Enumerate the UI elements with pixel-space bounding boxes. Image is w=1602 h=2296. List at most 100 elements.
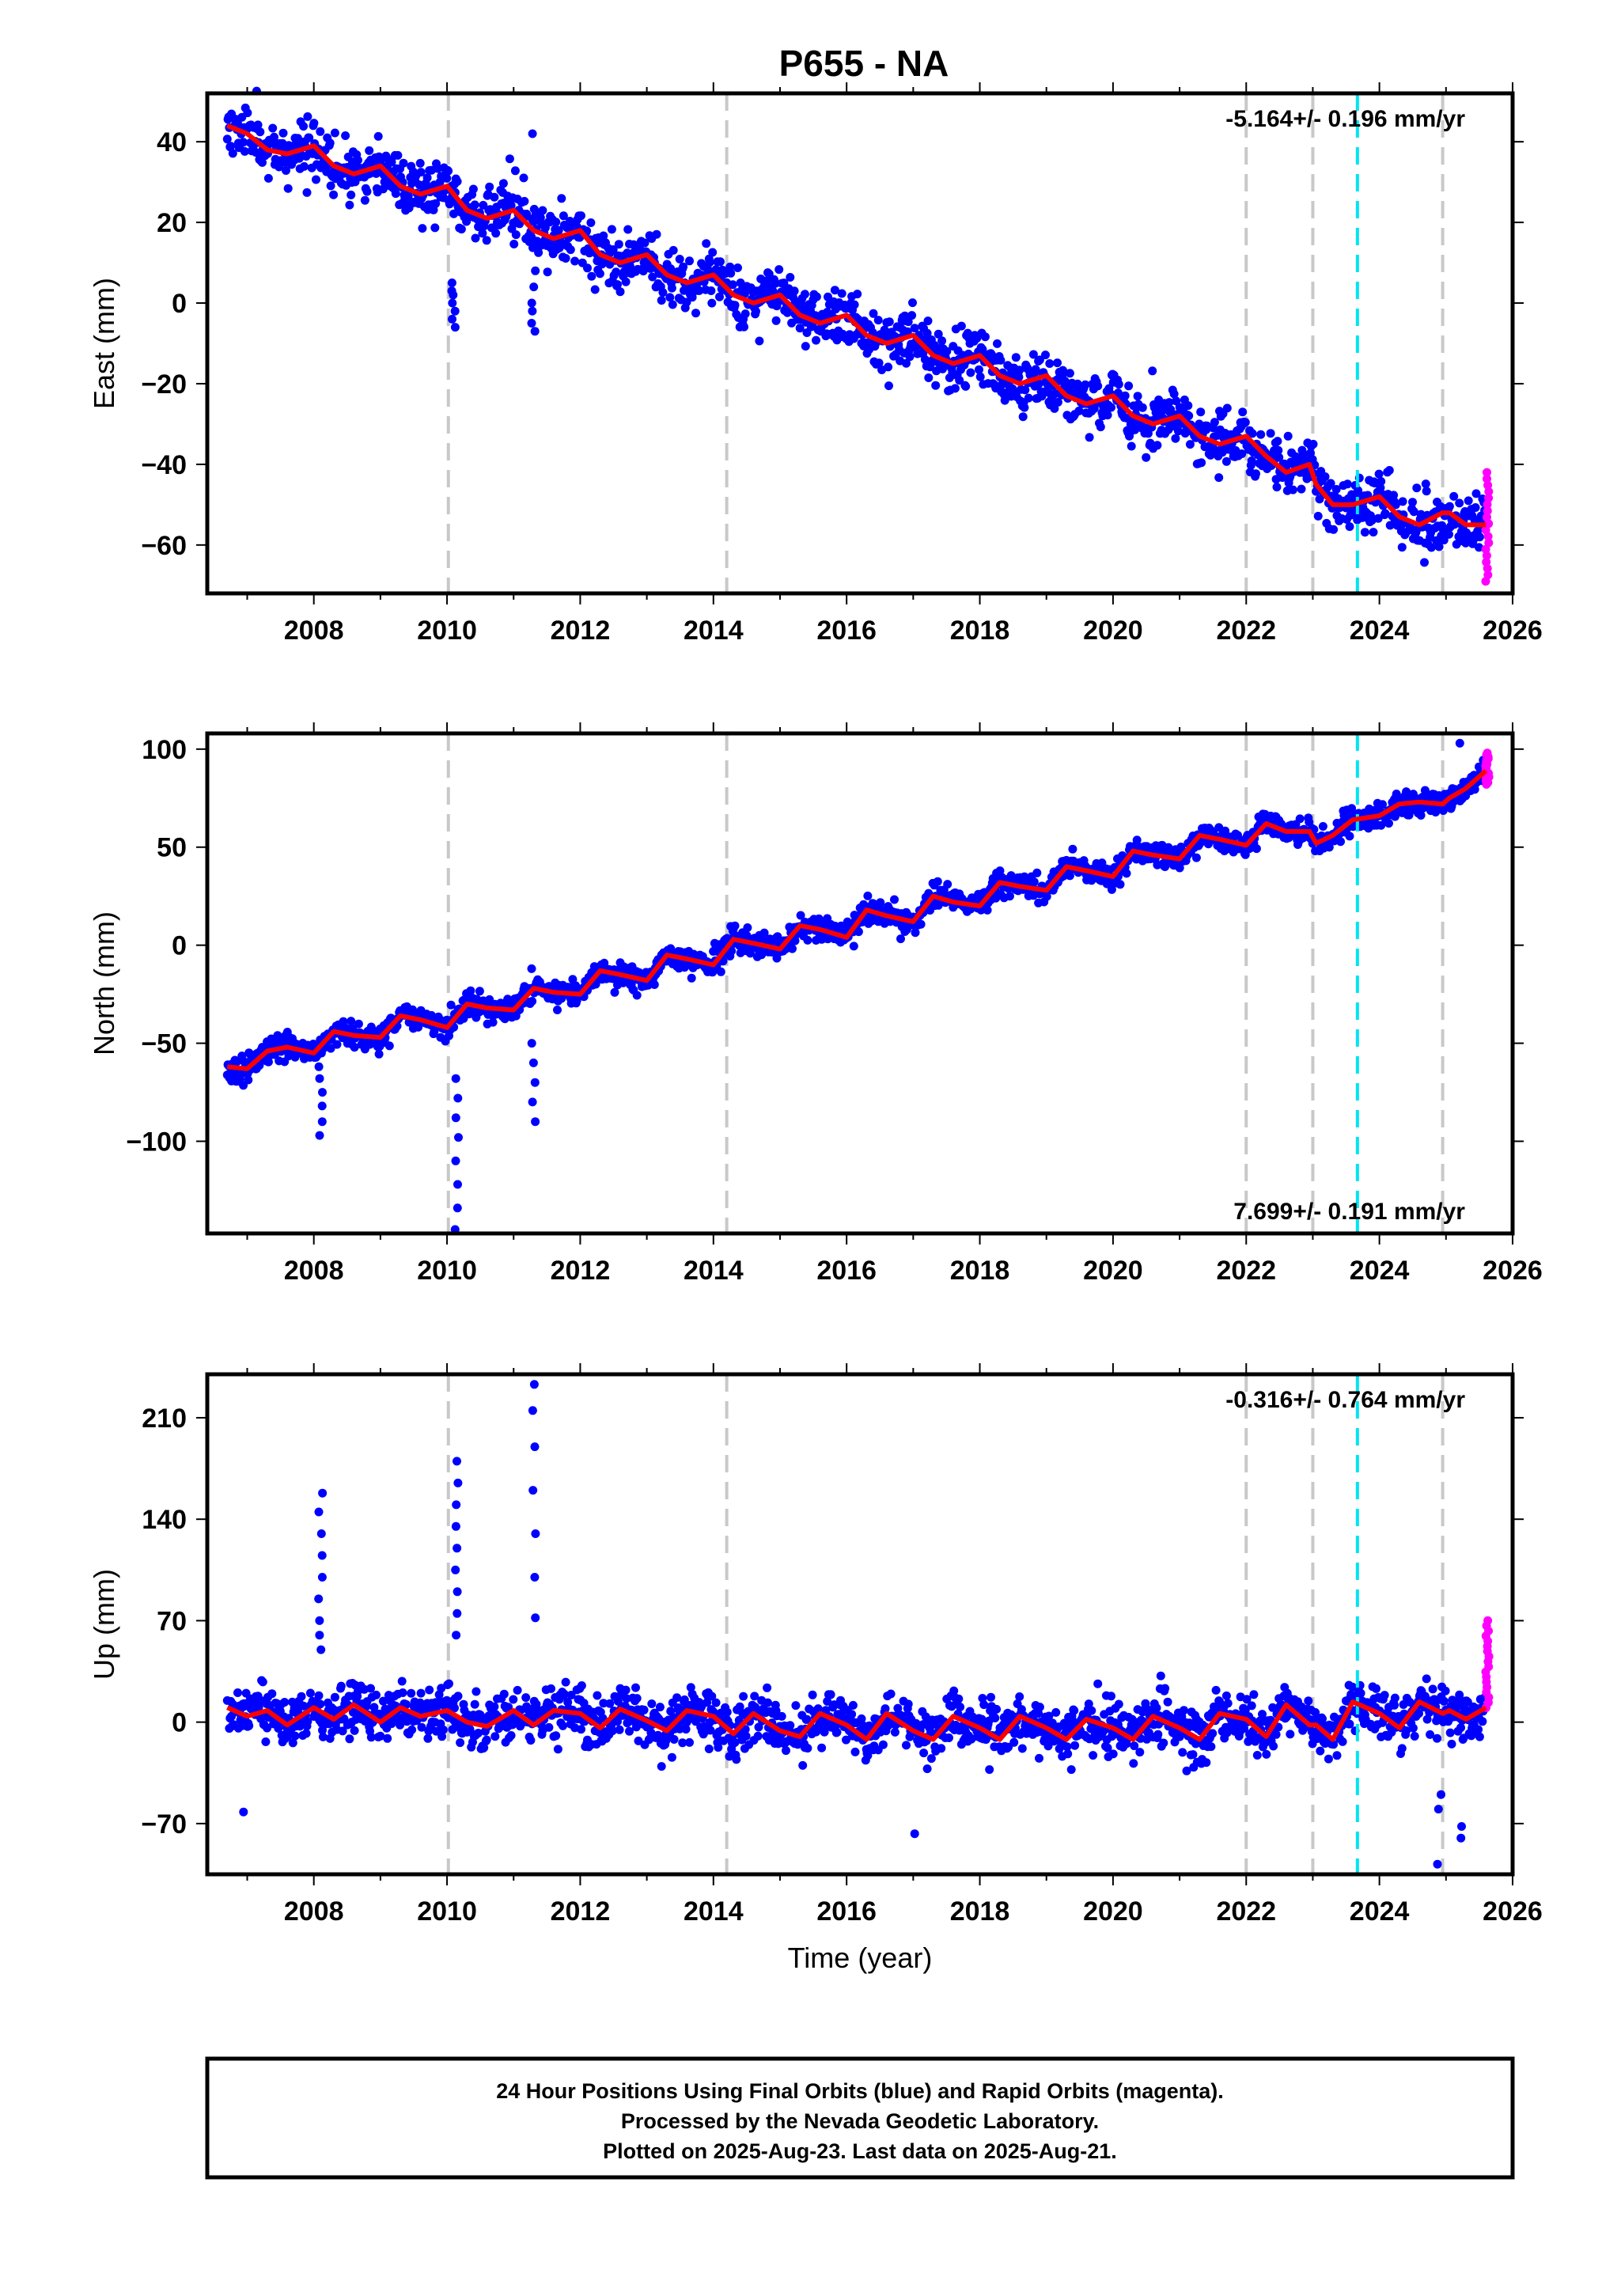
final-orbit-point: [1256, 430, 1266, 439]
final-orbit-point: [1087, 1706, 1096, 1715]
x-tick-label: 2020: [1083, 1256, 1143, 1286]
plot-frame: [205, 731, 1515, 1236]
outlier-point: [530, 1078, 540, 1087]
final-orbit-point: [425, 1685, 434, 1695]
final-orbit-point: [1272, 483, 1282, 492]
final-orbit-point: [1210, 418, 1219, 427]
final-orbit-point: [728, 280, 737, 290]
final-orbit-point: [722, 934, 732, 943]
final-orbit-point: [526, 1736, 536, 1745]
final-orbit-point: [544, 1722, 554, 1732]
final-orbit-point: [708, 248, 718, 257]
final-orbit-point: [722, 1707, 732, 1717]
final-orbit-point: [417, 1722, 426, 1732]
final-orbit-point: [716, 967, 725, 976]
final-orbit-point: [817, 1743, 827, 1752]
outlier-point: [447, 278, 456, 287]
final-orbit-point: [416, 168, 426, 177]
velocity-rate-label: -5.164+/- 0.196 mm/yr: [1225, 106, 1465, 132]
final-orbit-point: [414, 1022, 423, 1032]
outlier-point: [527, 1039, 536, 1048]
final-orbit-point: [1221, 457, 1231, 466]
final-orbit-point: [1389, 491, 1399, 500]
final-orbit-point: [1297, 484, 1306, 494]
final-orbit-point: [791, 1701, 801, 1711]
final-orbit-point: [1308, 439, 1318, 449]
final-orbit-point: [796, 911, 805, 920]
final-orbit-point: [907, 311, 917, 320]
final-orbit-point: [365, 146, 374, 155]
model-fit-curve: [227, 768, 1488, 1071]
final-orbit-point: [299, 122, 309, 131]
final-orbit-point: [682, 297, 691, 307]
final-orbit-point: [378, 184, 388, 194]
final-orbit-point: [468, 184, 478, 194]
final-orbit-point: [233, 1688, 242, 1697]
final-orbit-point: [933, 877, 942, 886]
rapid-orbit-points: [1481, 468, 1494, 586]
final-orbit-point: [884, 362, 893, 372]
final-orbit-point: [490, 1732, 500, 1741]
x-tick-label: 2012: [551, 616, 611, 646]
final-orbit-point: [330, 128, 339, 138]
final-orbit-point: [1471, 503, 1480, 512]
final-orbit-point: [658, 288, 668, 297]
final-orbit-point: [330, 1692, 339, 1702]
final-orbit-point: [456, 225, 466, 234]
final-orbit-point: [622, 1694, 631, 1703]
final-orbit-point: [788, 944, 797, 953]
final-orbit-point: [1345, 522, 1354, 532]
final-orbit-point: [1156, 1671, 1165, 1680]
final-orbit-point: [608, 1726, 617, 1736]
final-orbit-point: [655, 1703, 665, 1712]
final-orbit-point: [613, 1717, 622, 1726]
final-orbit-point: [790, 286, 799, 296]
rapid-orbit-points: [1481, 748, 1494, 789]
final-orbit-point: [1274, 453, 1284, 462]
final-orbit-point: [687, 973, 696, 983]
final-orbit-point: [1070, 1706, 1079, 1715]
final-orbit-point: [608, 245, 618, 254]
final-orbit-point: [384, 1041, 394, 1051]
final-orbit-point: [561, 254, 570, 263]
final-orbit-point: [239, 138, 248, 147]
final-orbit-point: [345, 200, 354, 210]
final-orbit-point: [1081, 380, 1090, 389]
final-orbit-point: [538, 206, 547, 215]
final-orbit-point: [808, 1690, 817, 1699]
final-orbit-point: [881, 1704, 890, 1714]
final-orbit-point: [634, 1736, 643, 1745]
final-orbit-point: [1391, 500, 1400, 510]
final-orbit-point: [1398, 497, 1407, 506]
y-tick-label: −100: [126, 1127, 187, 1157]
final-orbit-point: [1475, 543, 1483, 552]
final-orbit-point: [625, 1726, 634, 1736]
final-orbit-point: [639, 1705, 649, 1714]
final-orbit-point: [813, 1704, 823, 1714]
y-tick-label: 40: [157, 127, 187, 157]
final-orbit-point: [1313, 511, 1323, 521]
outlier-point: [453, 1180, 462, 1189]
final-orbit-point: [1196, 407, 1206, 417]
final-orbit-point: [536, 213, 545, 222]
final-orbit-point: [1047, 1718, 1057, 1728]
final-orbit-point: [1132, 835, 1142, 845]
final-orbit-point: [263, 173, 273, 183]
final-orbit-point: [278, 128, 288, 138]
final-orbit-point: [812, 292, 821, 301]
final-orbit-point: [975, 365, 983, 374]
final-orbit-point: [979, 1700, 989, 1710]
final-orbit-point: [336, 1681, 346, 1691]
final-orbit-point: [474, 1729, 483, 1737]
final-orbit-point: [837, 289, 846, 298]
final-orbit-point: [1384, 819, 1393, 828]
final-orbit-point: [393, 150, 403, 160]
final-orbit-point: [849, 942, 858, 951]
final-orbit-point: [1173, 426, 1183, 436]
outlier-point: [451, 1074, 460, 1083]
rapid-orbit-point: [1484, 487, 1494, 496]
final-orbit-point: [945, 1733, 953, 1742]
final-orbit-point: [316, 1699, 325, 1709]
final-orbit-point: [607, 225, 616, 234]
final-orbit-point: [743, 923, 752, 932]
